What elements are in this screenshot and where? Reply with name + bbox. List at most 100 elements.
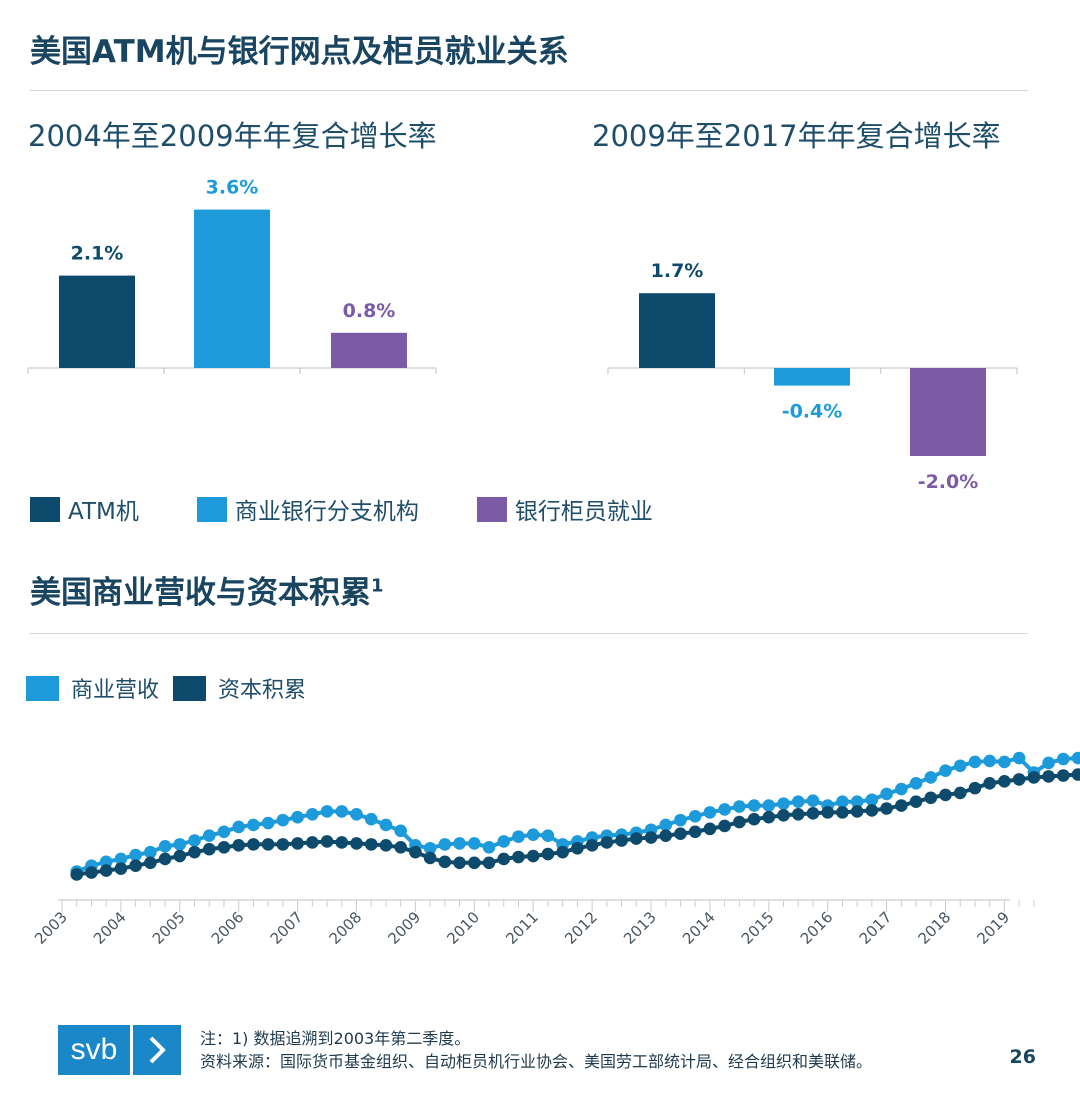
point-capital	[629, 832, 643, 845]
chevron-right-icon	[133, 1025, 181, 1075]
point-revenue	[688, 809, 702, 823]
bar-label-c1-atm: 2.1%	[71, 243, 124, 265]
legend-label-revenue: 商业营收	[71, 678, 160, 703]
point-capital	[1071, 768, 1080, 781]
bar-charts: 2.1% 3.6% 0.8% 1.7% -0.4% -2.0%	[27, 177, 1018, 493]
point-capital	[99, 864, 113, 877]
point-revenue	[1042, 756, 1055, 770]
point-capital	[1057, 769, 1070, 782]
point-revenue	[953, 759, 967, 773]
legend-swatch-branch	[196, 496, 227, 522]
x-tick-label: 2017	[856, 908, 896, 948]
bar-label-c2-branch: -0.4%	[782, 401, 843, 423]
legend-label-capital: 资本积累	[218, 678, 307, 703]
legend-label-branch: 商业银行分支机构	[234, 499, 419, 525]
point-capital	[526, 849, 540, 863]
bar-c1-atm	[59, 275, 135, 368]
point-capital	[806, 807, 820, 820]
legend-item-teller: 银行柜员就业	[476, 492, 653, 526]
point-revenue	[998, 755, 1011, 769]
bar-label-c1-teller: 0.8%	[343, 300, 396, 322]
point-revenue	[144, 845, 157, 859]
x-tick-label: 2013	[620, 908, 660, 948]
bar-c1-teller	[331, 332, 407, 368]
point-capital	[659, 829, 673, 842]
point-capital	[497, 852, 511, 866]
point-revenue	[1057, 752, 1070, 766]
point-capital	[571, 841, 584, 855]
footnote-marker: 1	[371, 575, 384, 597]
x-tick-label: 2011	[502, 908, 542, 948]
x-tick-label: 2014	[679, 908, 719, 948]
chart2-title: 2009年至2017年年复合增长率	[592, 119, 1001, 153]
point-revenue	[364, 812, 378, 826]
point-capital	[1042, 770, 1055, 783]
point-revenue	[674, 813, 687, 827]
point-revenue	[202, 829, 216, 842]
point-revenue	[158, 840, 172, 853]
legend-label-atm: ATM机	[68, 499, 139, 525]
point-revenue	[497, 835, 511, 848]
point-capital	[173, 849, 187, 863]
point-revenue	[659, 818, 673, 832]
point-revenue	[909, 776, 923, 790]
series-line-capital	[76, 772, 1079, 877]
point-revenue	[983, 754, 996, 768]
bar-c1-branch	[194, 209, 270, 368]
point-revenue	[129, 848, 142, 862]
point-revenue	[335, 805, 349, 818]
legend-label-teller: 银行柜员就业	[514, 499, 653, 525]
bar-legend: ATM机 商业银行分支机构 银行柜员就业	[30, 492, 711, 526]
point-capital	[777, 808, 790, 822]
page-number: 26	[1009, 1046, 1036, 1068]
point-capital	[276, 838, 290, 851]
divider	[30, 90, 1028, 91]
point-capital	[747, 812, 761, 826]
legend-swatch-teller	[476, 496, 507, 522]
point-capital	[202, 842, 216, 856]
bar-c2-teller	[910, 368, 986, 456]
legend-item-atm: ATM机	[30, 492, 139, 526]
section2-title-text: 美国商业营收与资本积累	[30, 575, 371, 611]
bar-label-c1-branch: 3.6%	[206, 177, 259, 199]
point-revenue	[276, 813, 290, 827]
x-tick-label: 2015	[738, 908, 778, 948]
point-capital	[364, 838, 378, 851]
x-tick-label: 2008	[326, 908, 366, 948]
x-tick-label: 2018	[915, 908, 955, 948]
x-tick-label: 2009	[384, 908, 424, 948]
x-tick-label: 2012	[561, 908, 601, 948]
point-capital	[1012, 773, 1026, 786]
point-revenue	[850, 795, 864, 808]
chart1-title: 2004年至2009年年复合增长率	[28, 119, 437, 153]
point-capital	[350, 837, 363, 850]
point-revenue	[482, 840, 496, 854]
point-revenue	[791, 795, 805, 808]
point-revenue	[865, 793, 879, 807]
divider	[30, 633, 1028, 634]
point-capital	[261, 838, 275, 851]
point-capital	[880, 802, 893, 815]
point-revenue	[394, 824, 407, 838]
point-capital	[909, 795, 923, 808]
point-capital	[895, 799, 908, 812]
point-capital	[674, 827, 687, 841]
point-capital	[453, 856, 466, 870]
point-revenue	[247, 818, 260, 832]
point-capital	[306, 836, 319, 849]
point-revenue	[836, 795, 849, 808]
point-capital	[718, 819, 731, 833]
point-revenue	[379, 818, 393, 832]
point-capital	[924, 791, 938, 805]
point-capital	[335, 836, 349, 849]
point-capital	[556, 845, 569, 859]
point-capital	[379, 839, 393, 852]
bar-c2-atm	[639, 293, 715, 368]
point-revenue	[747, 799, 761, 812]
point-capital	[144, 856, 157, 870]
point-revenue	[217, 825, 231, 839]
point-revenue	[939, 764, 952, 777]
point-capital	[468, 856, 481, 870]
point-revenue	[733, 800, 746, 813]
point-capital	[482, 856, 496, 870]
